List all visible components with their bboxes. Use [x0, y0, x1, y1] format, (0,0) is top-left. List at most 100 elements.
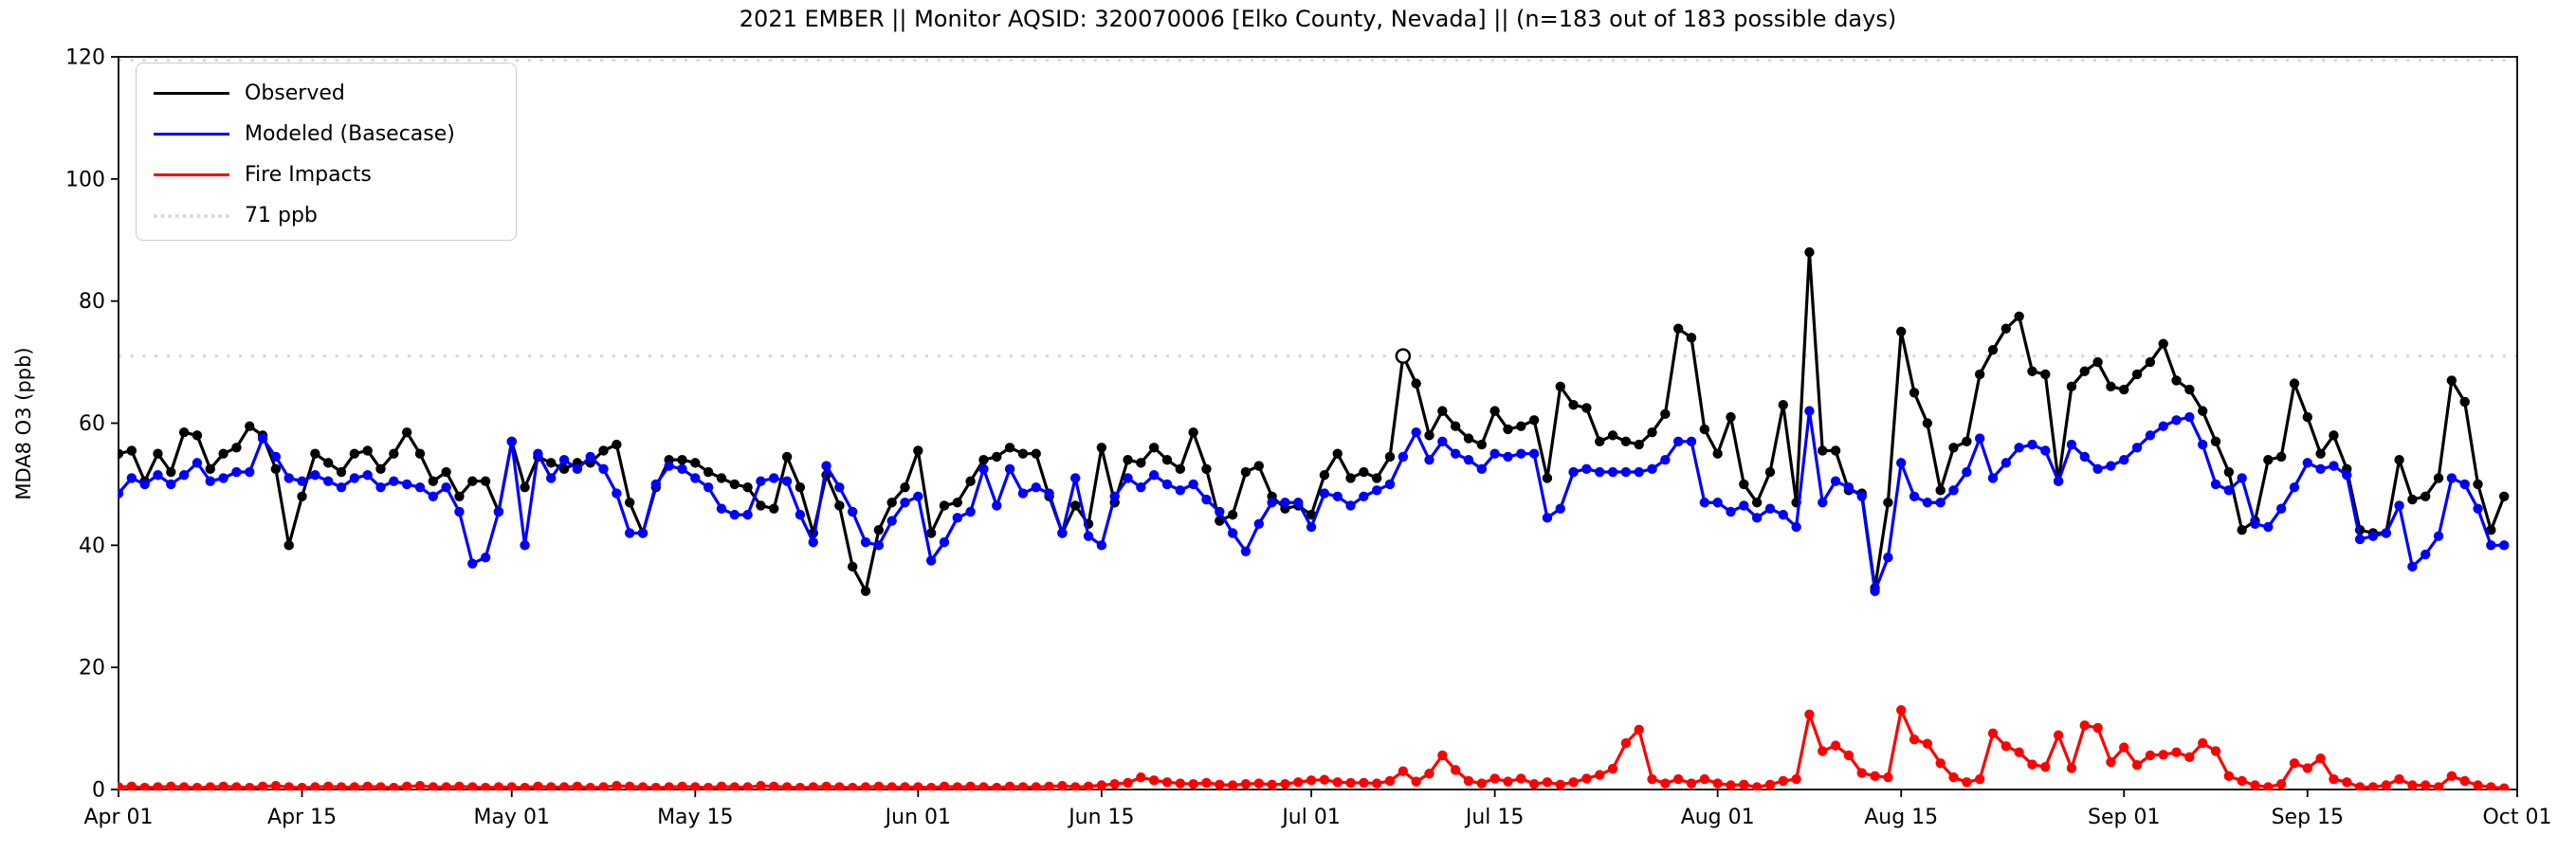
data-point — [1974, 773, 1985, 785]
data-point — [703, 481, 714, 493]
data-point — [1739, 779, 1749, 790]
data-point — [533, 448, 543, 459]
y-tick-label: 0 — [92, 779, 105, 803]
data-point — [624, 498, 635, 508]
data-point — [2459, 396, 2470, 408]
data-point — [1647, 463, 1657, 475]
data-point — [1922, 498, 1933, 508]
data-point — [558, 782, 570, 790]
data-point — [428, 476, 439, 486]
data-point — [349, 782, 360, 790]
data-point — [1581, 463, 1592, 475]
data-point — [1096, 443, 1107, 453]
data-point — [1031, 782, 1041, 790]
data-point — [297, 476, 307, 486]
data-point — [1712, 448, 1723, 459]
data-point — [598, 445, 609, 456]
data-point — [178, 782, 190, 790]
data-point — [1175, 778, 1186, 789]
data-point — [1595, 436, 1605, 447]
data-point — [283, 782, 294, 790]
data-point — [1280, 498, 1290, 508]
x-tick-label: Sep 15 — [2272, 806, 2344, 829]
data-point — [480, 553, 491, 563]
data-point — [245, 421, 255, 431]
data-point — [1398, 451, 1409, 463]
data-point — [2131, 443, 2143, 453]
data-point — [939, 781, 950, 790]
data-point — [1568, 466, 1579, 478]
data-point — [2197, 406, 2208, 416]
data-point — [729, 509, 740, 520]
data-point — [664, 461, 674, 471]
data-point — [1319, 774, 1330, 785]
data-point — [1306, 521, 1317, 533]
data-point — [2433, 531, 2444, 541]
data-point — [1686, 778, 1697, 789]
data-point — [1542, 473, 1553, 483]
data-point — [178, 426, 190, 438]
data-point — [1607, 763, 1618, 774]
data-point — [1672, 436, 1684, 447]
data-point — [414, 481, 426, 493]
data-point — [1699, 773, 1710, 785]
data-point — [2263, 454, 2274, 465]
data-point — [2131, 760, 2143, 771]
data-point — [978, 463, 989, 475]
data-point — [1542, 777, 1553, 788]
data-point — [1935, 485, 1946, 496]
data-point — [690, 473, 701, 483]
data-point — [1935, 758, 1946, 769]
data-point — [2053, 730, 2064, 740]
data-point — [1818, 445, 1828, 456]
data-point — [860, 586, 871, 596]
data-point — [118, 488, 124, 499]
data-point — [913, 782, 923, 790]
data-point — [1123, 473, 1133, 483]
data-point — [1568, 399, 1579, 410]
data-point — [1751, 782, 1763, 790]
data-point — [323, 458, 334, 468]
data-point — [1201, 463, 1212, 475]
data-point — [1660, 408, 1671, 420]
data-point — [533, 781, 543, 790]
data-point — [2106, 461, 2116, 471]
data-point — [375, 463, 386, 475]
data-point — [992, 782, 1002, 790]
data-point — [480, 476, 491, 486]
legend-entry-fire: Fire Impacts — [154, 154, 516, 195]
data-point — [1974, 369, 1985, 380]
data-point — [1359, 491, 1369, 501]
data-point — [297, 782, 307, 790]
data-point — [231, 443, 242, 453]
data-point — [1253, 518, 1264, 529]
data-point — [546, 458, 557, 468]
data-point — [1148, 443, 1160, 453]
x-tick-label: Jul 15 — [1464, 806, 1525, 829]
data-point — [2158, 338, 2168, 349]
data-point — [2210, 479, 2221, 490]
data-point — [1883, 771, 1893, 783]
data-point — [1450, 421, 1461, 431]
data-point — [821, 781, 831, 790]
data-point — [310, 782, 320, 790]
data-point — [1987, 728, 1999, 738]
data-point — [1004, 463, 1015, 475]
series-line — [118, 252, 2506, 596]
data-point — [1280, 779, 1290, 789]
data-point — [336, 782, 347, 790]
data-point — [205, 463, 215, 475]
data-point — [1476, 778, 1488, 789]
data-point — [795, 509, 806, 520]
data-point — [480, 782, 491, 790]
data-point — [598, 782, 609, 790]
data-point — [257, 781, 268, 790]
data-point — [1136, 481, 1146, 493]
data-point — [886, 516, 897, 526]
data-point — [1620, 436, 1632, 447]
data-point — [506, 782, 517, 790]
data-point — [166, 479, 176, 490]
data-point — [900, 782, 910, 790]
data-point — [1804, 709, 1815, 719]
